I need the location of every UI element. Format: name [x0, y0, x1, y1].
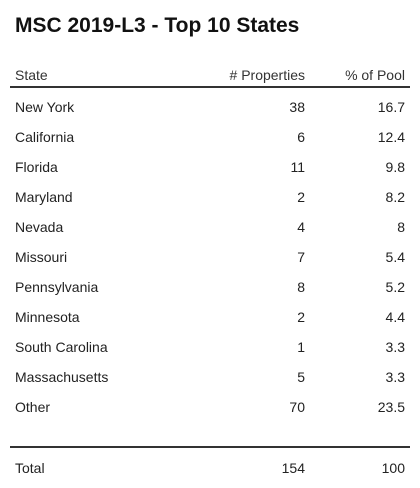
pool-cell: 4.4	[385, 309, 405, 325]
properties-cell: 7	[297, 249, 305, 265]
table-row: Maryland 2 8.2	[10, 182, 410, 212]
table-spacer	[10, 422, 410, 446]
state-cell: Other	[15, 399, 51, 415]
properties-cell: 1	[297, 339, 305, 355]
state-cell: Massachusetts	[15, 369, 109, 385]
table-row: California 6 12.4	[10, 122, 410, 152]
table-row: Massachusetts 5 3.3	[10, 362, 410, 392]
total-pool: 100	[381, 460, 405, 476]
state-cell: Nevada	[15, 219, 64, 235]
table-row: Florida 11 9.8	[10, 152, 410, 182]
column-header-state: State	[15, 67, 48, 83]
states-table: State # Properties % of Pool New York 38…	[10, 62, 410, 486]
column-header-pool: % of Pool	[345, 67, 405, 83]
properties-cell: 6	[297, 129, 305, 145]
page-title: MSC 2019-L3 - Top 10 States	[15, 14, 300, 37]
state-cell: New York	[15, 99, 75, 115]
state-cell: Florida	[15, 159, 58, 175]
table-row: South Carolina 1 3.3	[10, 332, 410, 362]
state-cell: Missouri	[15, 249, 68, 265]
total-row: Total 154 100	[10, 446, 410, 486]
column-header-properties: # Properties	[229, 67, 305, 83]
state-cell: California	[15, 129, 75, 145]
pool-cell: 3.3	[385, 369, 405, 385]
table-row: Other 70 23.5	[10, 392, 410, 422]
table-header: State # Properties % of Pool	[10, 62, 410, 88]
pool-cell: 12.4	[377, 129, 405, 145]
properties-cell: 5	[297, 369, 305, 385]
pool-cell: 8.2	[385, 189, 405, 205]
state-cell: Pennsylvania	[15, 279, 99, 295]
properties-cell: 70	[289, 399, 305, 415]
table-body: New York 38 16.7 California 6 12.4 Flori…	[10, 88, 410, 422]
state-cell: Maryland	[15, 189, 73, 205]
total-label: Total	[15, 460, 45, 476]
pool-cell: 8	[397, 219, 405, 235]
pool-cell: 3.3	[385, 339, 405, 355]
properties-cell: 4	[297, 219, 305, 235]
table-row: New York 38 16.7	[10, 92, 410, 122]
pool-cell: 23.5	[377, 399, 405, 415]
state-cell: South Carolina	[15, 339, 108, 355]
state-cell: Minnesota	[15, 309, 80, 325]
properties-cell: 2	[297, 189, 305, 205]
properties-cell: 11	[290, 159, 305, 175]
pool-cell: 5.2	[385, 279, 405, 295]
table-row: Nevada 4 8	[10, 212, 410, 242]
pool-cell: 9.8	[385, 159, 405, 175]
table-row: Pennsylvania 8 5.2	[10, 272, 410, 302]
total-properties: 154	[281, 460, 305, 476]
table-row: Minnesota 2 4.4	[10, 302, 410, 332]
pool-cell: 5.4	[385, 249, 405, 265]
pool-cell: 16.7	[377, 99, 405, 115]
table-row: Missouri 7 5.4	[10, 242, 410, 272]
properties-cell: 8	[297, 279, 305, 295]
properties-cell: 2	[297, 309, 305, 325]
properties-cell: 38	[289, 99, 305, 115]
